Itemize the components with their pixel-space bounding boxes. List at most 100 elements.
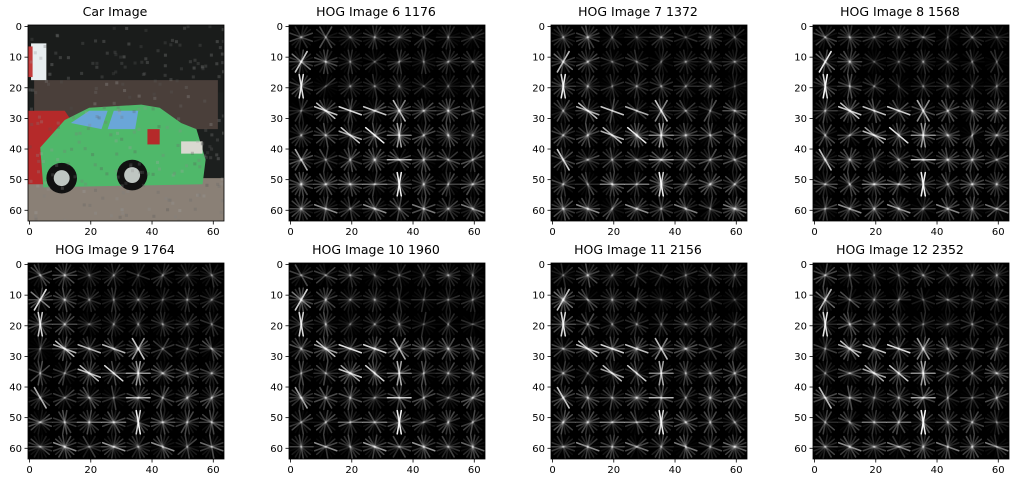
hog-gradient-stroke — [864, 28, 885, 46]
hog-gradient-stroke — [815, 438, 836, 456]
hog-gradient-stroke — [556, 313, 570, 336]
hog-gradient-stroke — [343, 337, 357, 360]
hog-gradient-stroke — [387, 368, 412, 379]
hog-gradient-stroke — [602, 28, 623, 46]
hog-cell — [984, 25, 1009, 50]
hog-gradient-stroke — [362, 417, 387, 428]
hog-gradient-stroke — [343, 288, 357, 311]
y-tick-label: 0 — [801, 22, 807, 33]
hog-gradient-stroke — [553, 291, 574, 309]
hog-gradient-stroke — [888, 126, 909, 144]
hog-gradient-stroke — [916, 50, 930, 73]
hog-cell — [984, 73, 1009, 99]
hog-cell — [984, 385, 1009, 411]
hog-gradient-stroke — [389, 126, 410, 144]
hog-gradient-stroke — [441, 386, 455, 409]
hog-gradient-stroke — [86, 409, 93, 435]
hog-gradient-stroke — [205, 386, 219, 409]
hog-gradient-stroke — [347, 287, 354, 313]
hog-gradient-stroke — [605, 386, 619, 409]
hog-gradient-stroke — [553, 413, 574, 431]
hog-gradient-stroke — [864, 389, 885, 407]
hog-gradient-stroke — [675, 126, 696, 144]
hog-gradient-stroke — [362, 417, 387, 428]
hog-gradient-stroke — [294, 313, 308, 336]
y-tick-label: 20 — [794, 321, 807, 332]
grain-pixel — [34, 91, 38, 95]
hog-gradient-stroke — [728, 124, 742, 147]
hog-gradient-stroke — [962, 102, 983, 120]
hog-gradient-stroke — [818, 124, 832, 147]
x-tick-label: 60 — [730, 465, 743, 476]
hog-gradient-stroke — [135, 434, 142, 459]
hog-gradient-stroke — [438, 126, 459, 144]
hog-gradient-stroke — [846, 336, 853, 362]
hog-gradient-stroke — [413, 340, 434, 358]
hog-cell — [362, 98, 388, 124]
hog-cell — [28, 409, 53, 435]
hog-gradient-stroke — [58, 362, 72, 385]
hog-cell — [648, 385, 674, 411]
grain-pixel — [95, 65, 99, 69]
hog-gradient-stroke — [602, 266, 623, 284]
hog-cell — [337, 434, 363, 459]
hog-gradient-stroke — [199, 392, 224, 403]
hog-gradient-stroke — [445, 49, 452, 75]
car-photo — [28, 25, 224, 221]
hog-gradient-stroke — [294, 288, 308, 311]
hog-gradient-stroke — [396, 98, 403, 124]
hog-gradient-stroke — [364, 413, 385, 431]
hog-gradient-stroke — [368, 386, 382, 409]
hog-gradient-stroke — [156, 264, 170, 287]
hog-gradient-stroke — [199, 441, 224, 452]
hog-gradient-stroke — [445, 122, 452, 148]
hog-gradient-stroke — [962, 151, 983, 169]
hog-gradient-stroke — [441, 313, 455, 336]
hog-gradient-stroke — [700, 266, 721, 284]
hog-gradient-stroke — [201, 389, 222, 407]
y-tick-label: 20 — [9, 83, 22, 94]
hog-gradient-stroke — [298, 336, 305, 362]
hog-gradient-stroke — [322, 98, 329, 124]
hog-gradient-stroke — [707, 311, 714, 337]
hog-gradient-stroke — [313, 270, 338, 281]
hog-gradient-stroke — [633, 147, 640, 173]
hog-gradient-stroke — [602, 53, 623, 71]
hog-gradient-stroke — [843, 197, 857, 220]
hog-gradient-stroke — [895, 122, 902, 148]
hog-gradient-stroke — [658, 385, 665, 411]
hog-gradient-stroke — [624, 105, 649, 116]
hog-cell — [386, 337, 412, 360]
hog-gradient-stroke — [703, 75, 717, 98]
hog-gradient-stroke — [846, 360, 853, 386]
hog-gradient-stroke — [30, 291, 51, 309]
hog-cell — [984, 98, 1009, 124]
hog-gradient-stroke — [846, 385, 853, 411]
hog-gradient-stroke — [682, 98, 689, 124]
hog-gradient-stroke — [103, 291, 124, 309]
hog-gradient-stroke — [654, 337, 668, 360]
hog-gradient-stroke — [79, 413, 100, 431]
grain-pixel — [164, 196, 168, 201]
hog-gradient-stroke — [445, 360, 452, 386]
hog-gradient-stroke — [602, 200, 623, 218]
hog-cell — [910, 25, 936, 50]
subplot-1: Car Image 0 20 40 60 0 10 20 30 40 50 60 — [0, 0, 230, 238]
hog-gradient-stroke — [911, 154, 936, 165]
hog-cell — [984, 49, 1009, 75]
hog-gradient-stroke — [862, 441, 887, 452]
hog-cell — [722, 385, 747, 411]
hog-gradient-stroke — [818, 386, 832, 409]
hog-gradient-stroke — [319, 288, 333, 311]
hog-gradient-stroke — [33, 386, 47, 409]
hog-gradient-stroke — [605, 148, 619, 171]
hog-gradient-stroke — [867, 124, 881, 147]
hog-gradient-stroke — [298, 196, 305, 221]
hog-gradient-stroke — [131, 313, 145, 336]
hog-gradient-stroke — [577, 266, 598, 284]
hog-gradient-stroke — [605, 173, 619, 196]
hog-gradient-stroke — [298, 98, 305, 124]
hog-gradient-stroke — [79, 340, 100, 358]
hog-gradient-stroke — [654, 26, 668, 49]
hog-gradient-stroke — [411, 343, 436, 354]
